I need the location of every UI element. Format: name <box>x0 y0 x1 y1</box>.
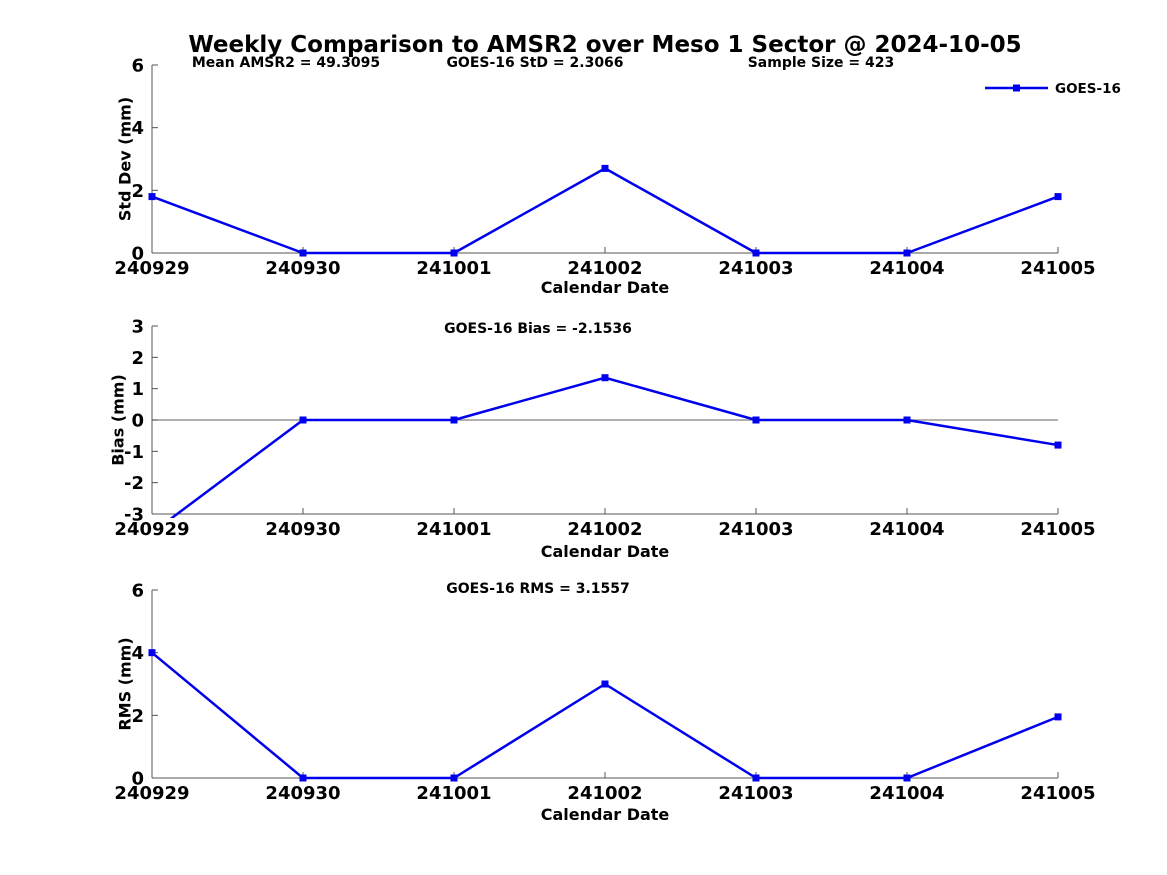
data-point-marker <box>752 249 760 257</box>
annotation-goes16-bias: GOES-16 Bias = -2.1536 <box>444 321 632 337</box>
annotation-goes16-rms: GOES-16 RMS = 3.1557 <box>446 581 630 597</box>
y-tick-label: 0 <box>131 244 144 265</box>
data-line-rms <box>151 651 1059 780</box>
y-tick-label: 4 <box>131 643 144 664</box>
subplot-rms: 240929 240930 241001 241002 241003 241004 2410… <box>114 581 1095 805</box>
legend-label: GOES-16 <box>1055 81 1121 97</box>
rms-y-axis-label: RMS (mm) <box>116 637 135 730</box>
x-tick-label: 241002 <box>567 258 642 279</box>
x-tick-label: 241002 <box>567 519 642 540</box>
x-tick-label: 240929 <box>114 783 189 804</box>
data-point-marker <box>601 164 609 172</box>
annotation-goes16-std: GOES-16 StD = 2.3066 <box>446 55 623 71</box>
data-point-marker <box>148 649 156 657</box>
data-point-marker <box>601 680 609 688</box>
y-tick-label: 4 <box>131 118 144 139</box>
x-tick-label: 241001 <box>416 783 491 804</box>
legend-marker-icon <box>1013 84 1020 92</box>
data-point-marker <box>601 374 609 382</box>
x-tick-label: 241003 <box>718 258 793 279</box>
legend: GOES-16 <box>985 81 1121 97</box>
bias-y-axis-label: Bias (mm) <box>109 374 128 466</box>
y-tick-label: 6 <box>131 581 144 602</box>
data-point-marker <box>1054 193 1062 201</box>
y-tick-label: 1 <box>131 379 144 400</box>
bias-x-axis-label: Calendar Date <box>541 542 670 561</box>
rms-x-axis-label: Calendar Date <box>541 805 670 824</box>
x-tick-label: 240930 <box>265 519 340 540</box>
x-tick-label: 241004 <box>869 783 944 804</box>
y-tick-label: -1 <box>124 442 144 463</box>
data-point-marker <box>1054 441 1062 449</box>
data-point-marker <box>1054 713 1062 721</box>
y-tick-label: 2 <box>131 706 144 727</box>
y-tick-label: 0 <box>131 411 144 432</box>
y-tick-label: 6 <box>131 56 144 77</box>
plots-container: 240929 240930 241001 241002 241003 241004 2410… <box>114 56 1095 805</box>
x-tick-label: 241003 <box>718 783 793 804</box>
x-tick-label: 240929 <box>114 519 189 540</box>
x-tick-label: 241005 <box>1020 783 1095 804</box>
x-tick-label: 241003 <box>718 519 793 540</box>
data-point-marker <box>903 416 911 424</box>
data-point-marker <box>148 193 156 201</box>
x-tick-label: 240930 <box>265 258 340 279</box>
data-point-marker <box>450 416 458 424</box>
x-tick-label: 241005 <box>1020 258 1095 279</box>
x-tick-label: 241005 <box>1020 519 1095 540</box>
data-point-marker <box>450 249 458 257</box>
data-point-marker <box>299 249 307 257</box>
annotation-sample-size: Sample Size = 423 <box>748 55 895 71</box>
data-point-marker <box>903 249 911 257</box>
data-point-marker <box>752 416 760 424</box>
x-tick-label: 241004 <box>869 258 944 279</box>
data-point-marker <box>903 774 911 782</box>
x-tick-label: 240930 <box>265 783 340 804</box>
stddev-x-axis-label: Calendar Date <box>541 278 670 297</box>
data-point-marker <box>299 416 307 424</box>
annotation-mean-amsr2: Mean AMSR2 = 49.3095 <box>192 55 380 71</box>
x-tick-label: 241002 <box>567 783 642 804</box>
subplot-std-dev: 240929 240930 241001 241002 241003 241004 2410… <box>114 56 1095 280</box>
data-line-std-dev <box>151 167 1059 255</box>
x-tick-label: 241001 <box>416 519 491 540</box>
figure-title: Weekly Comparison to AMSR2 over Meso 1 S… <box>188 32 1021 58</box>
x-tick-label: 241004 <box>869 519 944 540</box>
y-tick-label: 3 <box>131 317 144 338</box>
data-point-marker <box>752 774 760 782</box>
subplot-bias: 240929 240930 241001 241002 241003 241004 2410… <box>114 317 1095 541</box>
stddev-y-axis-label: Std Dev (mm) <box>116 97 135 221</box>
x-tick-label: 241001 <box>416 258 491 279</box>
y-tick-label: 0 <box>131 769 144 790</box>
y-tick-label: 2 <box>131 181 144 202</box>
data-point-marker <box>450 774 458 782</box>
y-tick-label: -2 <box>124 473 144 494</box>
data-point-marker <box>299 774 307 782</box>
y-tick-label: -3 <box>124 505 144 526</box>
x-tick-label: 240929 <box>114 258 189 279</box>
y-tick-label: 2 <box>131 348 144 369</box>
